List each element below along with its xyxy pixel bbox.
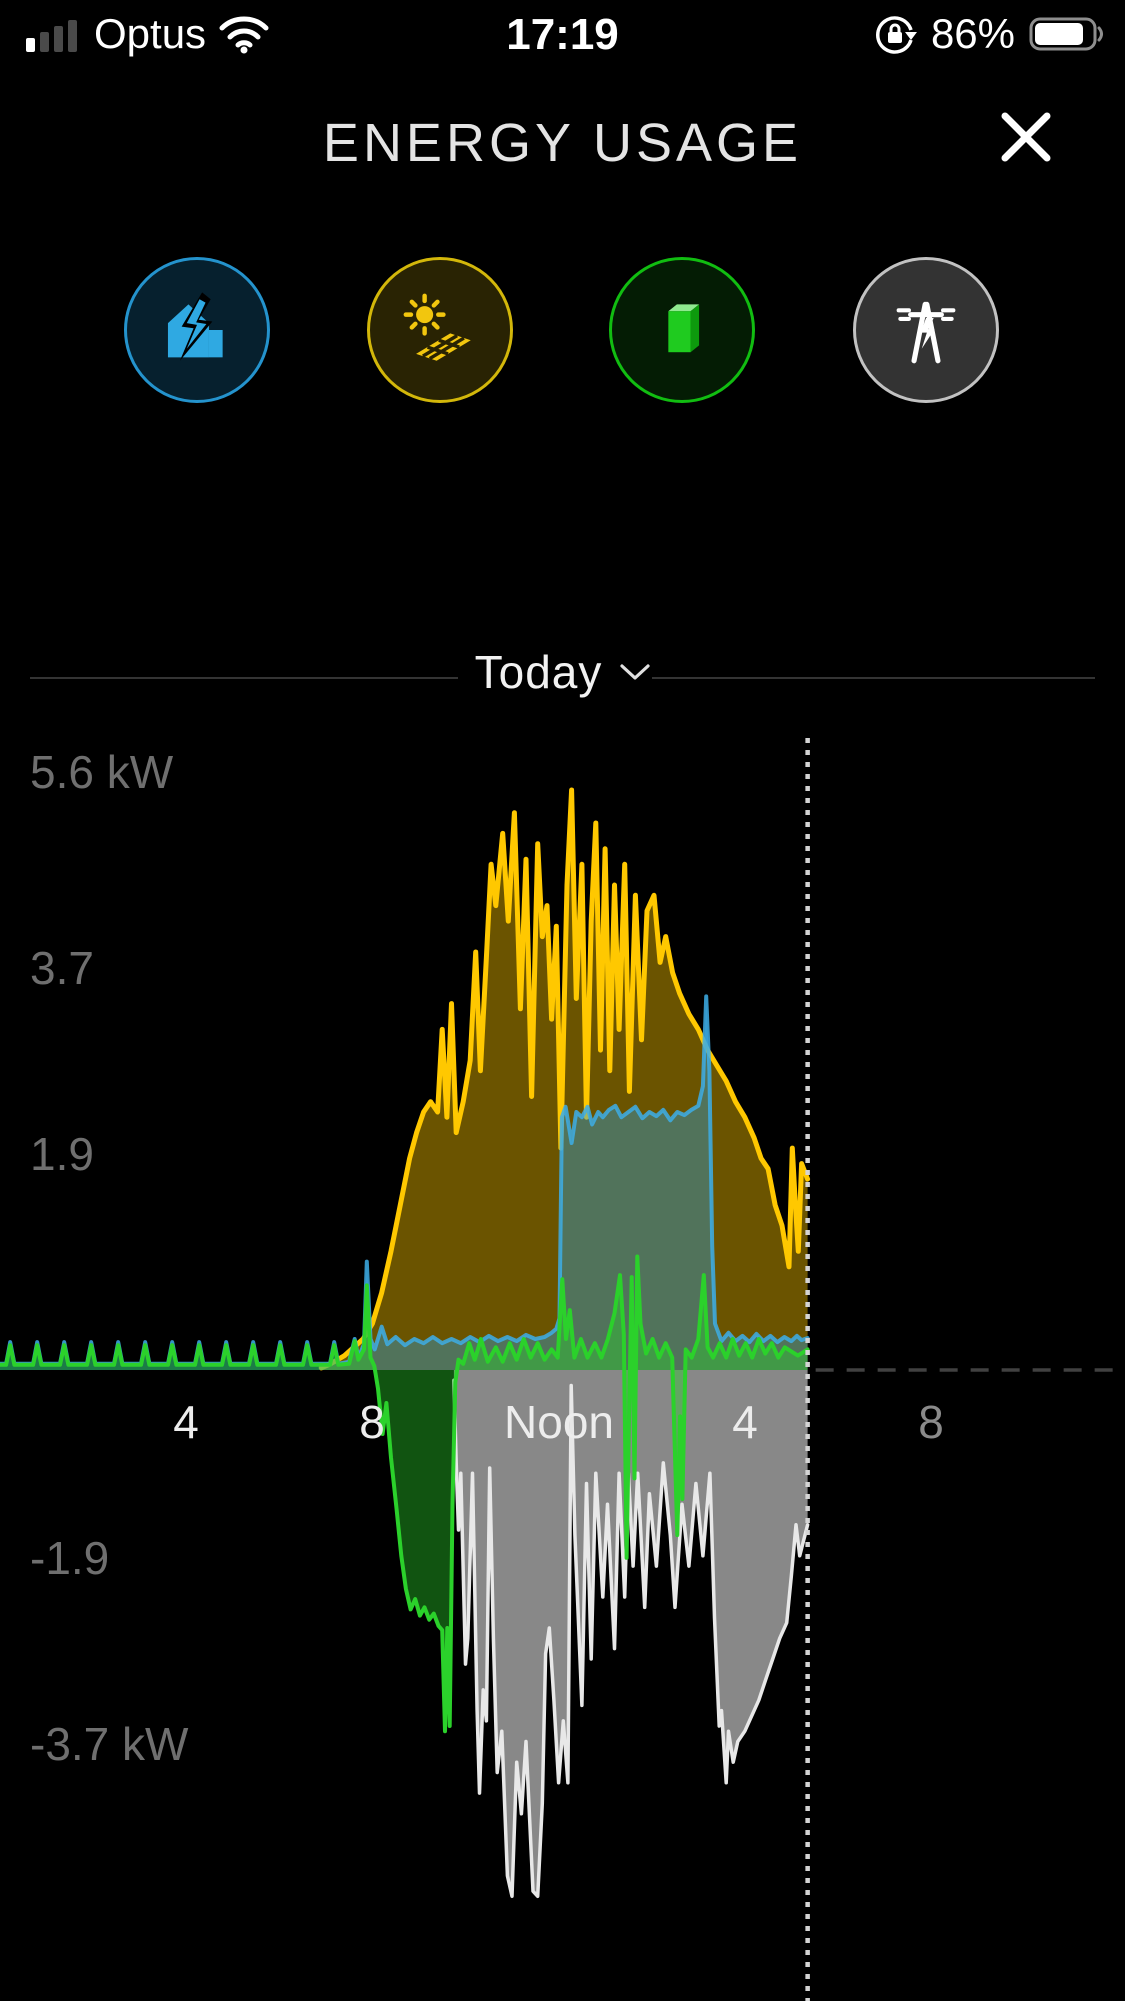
grid-button[interactable] [853, 257, 999, 403]
status-bar: Optus 17:19 86% [0, 0, 1125, 62]
battery-icon [1029, 17, 1103, 51]
clock: 17:19 [506, 10, 619, 59]
carrier-label: Optus [94, 10, 207, 57]
x-axis-label: 8 [359, 1396, 385, 1448]
close-button[interactable] [997, 108, 1055, 166]
x-axis-label: 4 [732, 1396, 758, 1448]
series-grid-line [452, 1378, 810, 1899]
x-axis-label: 4 [173, 1396, 199, 1448]
divider-left [30, 677, 458, 679]
status-right-group: 86% [873, 10, 1105, 58]
x-axis-label: 8 [918, 1396, 944, 1448]
period-dropdown[interactable]: Today [0, 644, 1125, 700]
solar-icon [403, 293, 471, 361]
series-solar-line [318, 787, 811, 1371]
y-axis-label: 5.6 kW [30, 746, 174, 798]
series-home-area [0, 996, 808, 1370]
y-axis-label: -3.7 kW [30, 1718, 189, 1770]
grid-icon [896, 301, 956, 364]
signal-icon [26, 20, 77, 52]
powerwall-button[interactable] [609, 257, 755, 403]
y-axis-label: -1.9 [30, 1532, 109, 1584]
battery-percent-label: 86% [930, 10, 1015, 57]
page-title: ENERGY USAGE [322, 113, 803, 173]
series-grid-area [453, 1370, 808, 1897]
close-icon [1001, 112, 1051, 162]
y-axis-label: 1.9 [30, 1128, 94, 1180]
status-left-group: Optus [24, 10, 270, 58]
chevron-down-icon [620, 663, 650, 680]
home-usage-icon [167, 292, 223, 361]
rotation-lock-icon [876, 16, 917, 54]
period-label: Today [474, 646, 603, 698]
wifi-icon [219, 16, 269, 54]
powerwall-icon [668, 304, 700, 353]
series-powerwall-line [0, 1254, 810, 1734]
divider-right [652, 677, 1095, 679]
y-axis-label: 3.7 [30, 942, 94, 994]
solar-button[interactable] [367, 257, 513, 403]
home-usage-button[interactable] [124, 257, 270, 403]
series-powerwall-area [0, 1256, 808, 1732]
period-selector-row: Today [0, 644, 1125, 714]
x-axis-label: Noon [504, 1396, 614, 1448]
